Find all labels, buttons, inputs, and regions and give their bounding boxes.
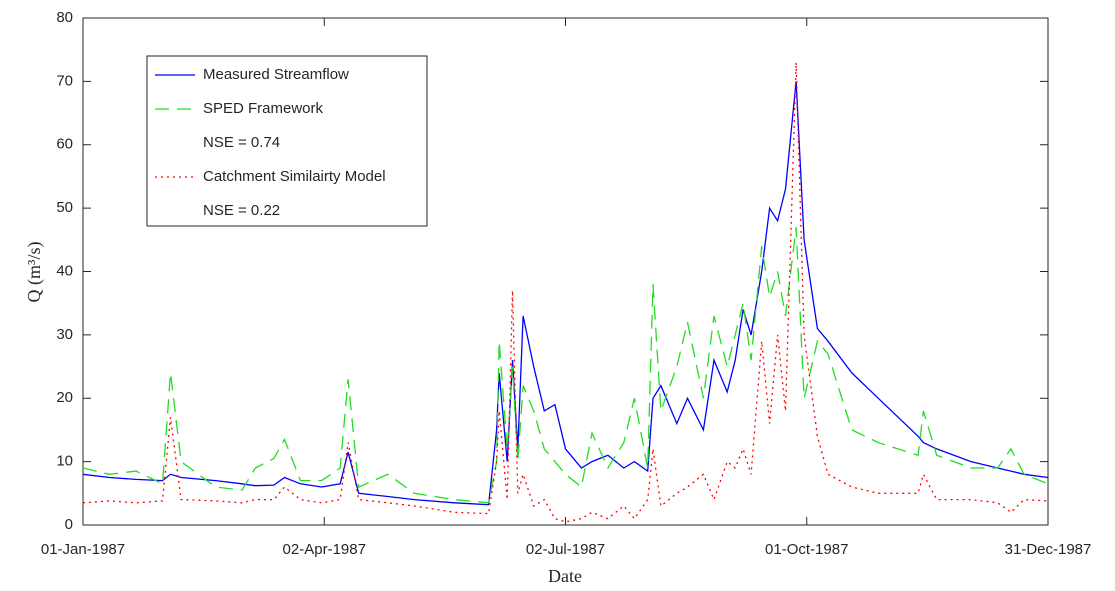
legend-label: Catchment Similairty Model [203,168,386,185]
x-tick-label: 02-Apr-1987 [283,541,366,558]
legend-note: NSE = 0.74 [203,134,280,151]
x-axis-label: Date [548,566,582,586]
x-tick-label: 02-Jul-1987 [526,541,605,558]
y-tick-label: 10 [56,453,73,470]
x-tick-label: 01-Jan-1987 [41,541,125,558]
series-line [82,227,1049,504]
y-tick-label: 30 [56,326,73,343]
y-tick-label: 50 [56,199,73,216]
legend-label: SPED Framework [203,100,324,117]
series-line [82,62,1049,523]
series-line [82,81,1049,506]
y-tick-label: 0 [65,516,73,533]
legend-box [146,55,428,227]
y-tick-label: 60 [56,136,73,153]
x-tick-label: 01-Oct-1987 [765,541,848,558]
y-axis-label: Q (m³/s) [24,242,45,303]
y-tick-label: 20 [56,389,73,406]
legend-label: Measured Streamflow [203,66,349,83]
y-tick-label: 80 [56,9,73,26]
x-tick-label: 31-Dec-1987 [1005,541,1092,558]
y-tick-label: 40 [56,262,73,279]
legend-note: NSE = 0.22 [203,202,280,219]
y-tick-label: 70 [56,72,73,89]
